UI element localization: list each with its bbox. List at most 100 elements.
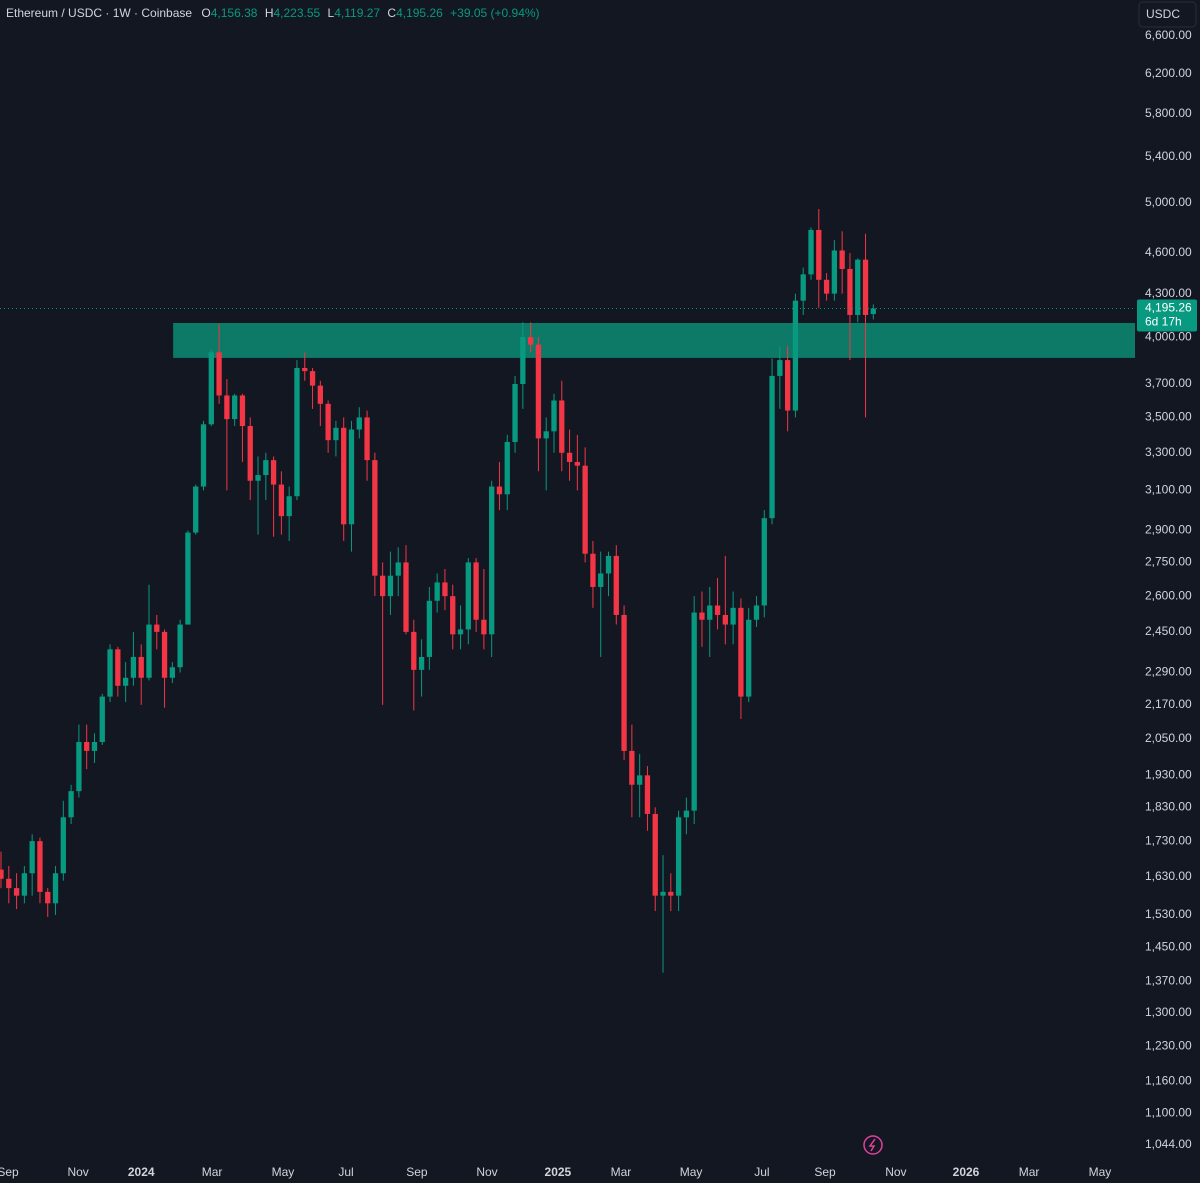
candle-body xyxy=(831,250,838,294)
candle-body xyxy=(278,484,285,517)
candle-body xyxy=(777,360,783,376)
candle-body xyxy=(574,461,581,466)
candle-body xyxy=(707,605,713,620)
candle-body xyxy=(457,629,464,635)
y-tick-label: 1,730.00 xyxy=(1145,833,1192,847)
candle-body xyxy=(808,229,814,275)
candle-body xyxy=(372,460,378,576)
candle-body xyxy=(232,395,238,420)
candle-body xyxy=(216,352,222,396)
candle-body xyxy=(784,360,791,411)
ohlc-key: L xyxy=(328,6,335,20)
x-tick-label: Sep xyxy=(814,1165,836,1179)
candle-body xyxy=(356,417,362,430)
candle-body xyxy=(76,742,82,792)
last-price-box xyxy=(1137,299,1197,332)
candle-body xyxy=(683,810,690,818)
candle-body xyxy=(348,429,355,525)
candle-body xyxy=(146,624,152,678)
x-tick-label: 2025 xyxy=(545,1165,572,1179)
candle-body xyxy=(520,337,526,384)
candle-body xyxy=(138,656,144,678)
y-tick-label: 1,450.00 xyxy=(1145,939,1192,953)
candle-body xyxy=(317,385,323,404)
candle-body xyxy=(855,259,861,315)
candle-body xyxy=(839,250,845,269)
y-tick-label: 2,170.00 xyxy=(1145,697,1192,711)
candle-body xyxy=(730,607,736,625)
candle-body xyxy=(60,817,66,874)
candle-body xyxy=(769,375,775,519)
candle-body xyxy=(309,371,316,386)
candle-body xyxy=(862,259,869,315)
y-tick-label: 5,000.00 xyxy=(1145,195,1192,209)
y-tick-label: 1,930.00 xyxy=(1145,768,1192,782)
y-tick-label: 1,370.00 xyxy=(1145,974,1192,988)
y-tick-label: 3,100.00 xyxy=(1145,483,1192,497)
candle-body xyxy=(496,486,503,495)
candle-body xyxy=(691,612,697,811)
candle-body xyxy=(714,605,721,615)
x-tick-label: Mar xyxy=(611,1165,632,1179)
x-tick-label: 2024 xyxy=(128,1165,155,1179)
candle-body xyxy=(333,427,339,441)
candle-body xyxy=(465,562,471,630)
candle-body xyxy=(270,460,277,485)
candle-body xyxy=(177,624,183,668)
x-tick-label: Jul xyxy=(338,1165,353,1179)
symbol: Ethereum / USDC · 1W · Coinbase xyxy=(6,6,192,20)
candle-body xyxy=(52,873,59,904)
candle-body xyxy=(84,742,90,751)
candle-body xyxy=(115,649,121,686)
alert-icon[interactable] xyxy=(863,1135,883,1155)
x-tick-label: Nov xyxy=(67,1165,88,1179)
y-tick-label: 3,300.00 xyxy=(1145,445,1192,459)
candle-body xyxy=(481,619,487,635)
candle-body xyxy=(286,496,292,517)
x-tick-label: May xyxy=(1089,1165,1112,1179)
candle-body xyxy=(200,424,207,487)
candle-body xyxy=(675,817,682,896)
y-tick-label: 1,230.00 xyxy=(1145,1038,1192,1052)
x-tick-label: Jul xyxy=(754,1165,769,1179)
candle-body xyxy=(247,426,253,481)
y-tick-label: 5,800.00 xyxy=(1145,106,1192,120)
candle-body xyxy=(169,667,176,678)
candle-body xyxy=(559,400,565,453)
candle-body xyxy=(122,677,129,686)
candle-body xyxy=(99,696,105,743)
ohlc-value: 4,119.27 xyxy=(334,6,380,20)
y-tick-label: 4,000.00 xyxy=(1145,329,1192,343)
x-tick-label: May xyxy=(680,1165,703,1179)
candle-body xyxy=(364,417,370,461)
candle-body xyxy=(6,878,12,889)
y-tick-label: 1,100.00 xyxy=(1145,1106,1192,1120)
candle-body xyxy=(489,486,495,635)
candle-body xyxy=(341,427,347,525)
x-tick-label: Sep xyxy=(406,1165,428,1179)
candle-body xyxy=(722,614,728,625)
currency-label[interactable]: USDC xyxy=(1146,7,1180,21)
candle-body xyxy=(224,395,230,420)
candle-body xyxy=(379,575,386,597)
candle-body xyxy=(792,300,799,411)
candle-body xyxy=(644,775,651,814)
candle-body xyxy=(816,229,822,280)
candle-body xyxy=(130,656,137,678)
currency-button[interactable] xyxy=(1138,1,1197,28)
candle-body xyxy=(637,775,643,785)
y-tick-label: 1,300.00 xyxy=(1145,1005,1192,1019)
ohlc-key: O xyxy=(201,6,210,20)
candle-body xyxy=(652,813,658,896)
ohlc-value: 4,195.26 xyxy=(396,6,443,20)
change: +39.05 (+0.94%) xyxy=(450,6,539,20)
candle-body xyxy=(598,573,604,587)
y-tick-label: 1,044.00 xyxy=(1145,1137,1192,1151)
y-tick-label: 2,900.00 xyxy=(1145,523,1192,537)
candle-body xyxy=(668,891,674,896)
y-tick-label: 5,400.00 xyxy=(1145,149,1192,163)
candle-body xyxy=(442,582,448,597)
y-tick-label: 4,600.00 xyxy=(1145,245,1192,259)
